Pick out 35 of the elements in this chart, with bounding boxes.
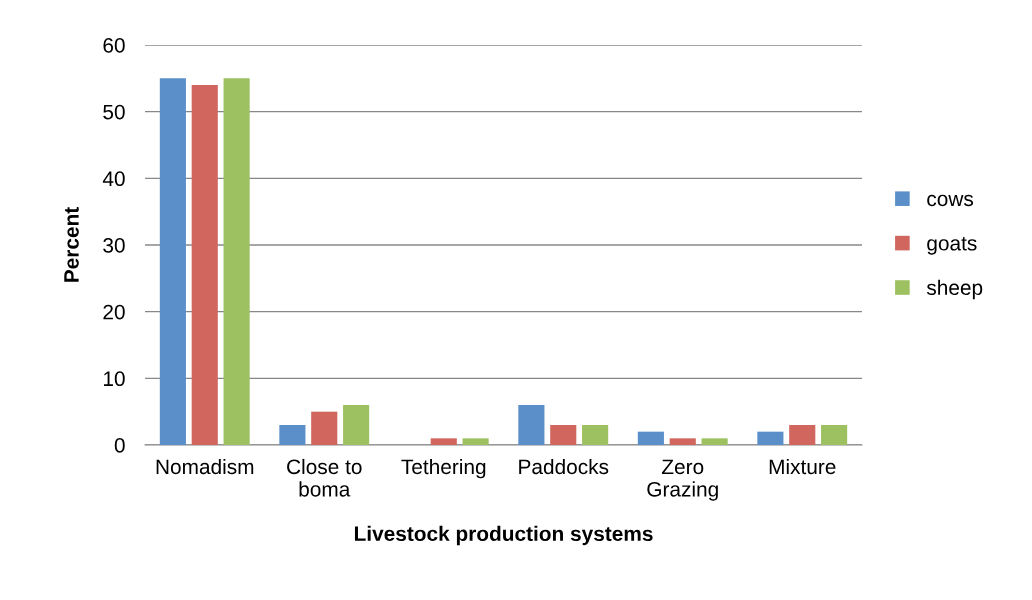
x-tick-label: Nomadism xyxy=(156,458,254,475)
x-axis-title: Livestock production systems xyxy=(354,525,653,546)
y-tick-label: 0 xyxy=(114,438,125,453)
x-tick-label: Zero Grazing xyxy=(647,459,718,501)
y-tick-label: 20 xyxy=(103,304,125,320)
bar xyxy=(701,438,728,445)
x-tick-label: Mixture xyxy=(769,458,836,475)
bar xyxy=(789,425,816,445)
bar xyxy=(582,425,609,445)
y-tick-label: 10 xyxy=(103,371,125,387)
y-tick-label: 40 xyxy=(102,171,125,187)
bar xyxy=(462,438,489,445)
legend-label: cows xyxy=(927,194,974,207)
bar xyxy=(821,425,848,445)
bar xyxy=(191,85,218,445)
legend-label: sheep xyxy=(926,279,983,300)
bar xyxy=(311,411,338,445)
bar xyxy=(550,425,577,445)
bar xyxy=(223,78,250,445)
bar xyxy=(279,425,306,445)
bar xyxy=(669,438,696,445)
bar xyxy=(343,405,370,445)
bar xyxy=(757,431,784,445)
bar xyxy=(430,438,457,445)
x-tick-label: Paddocks xyxy=(519,458,609,475)
y-tick-label: 60 xyxy=(103,38,125,53)
legend-label: goats xyxy=(927,236,977,255)
x-tick-label: Tethering xyxy=(401,458,486,479)
bar xyxy=(518,405,545,445)
bar xyxy=(637,431,664,445)
x-tick-label: Close to boma xyxy=(287,458,362,497)
y-axis-title: Percent xyxy=(64,207,79,282)
y-tick-label: 30 xyxy=(103,238,125,253)
bar xyxy=(159,78,186,445)
y-tick-label: 50 xyxy=(103,104,125,120)
